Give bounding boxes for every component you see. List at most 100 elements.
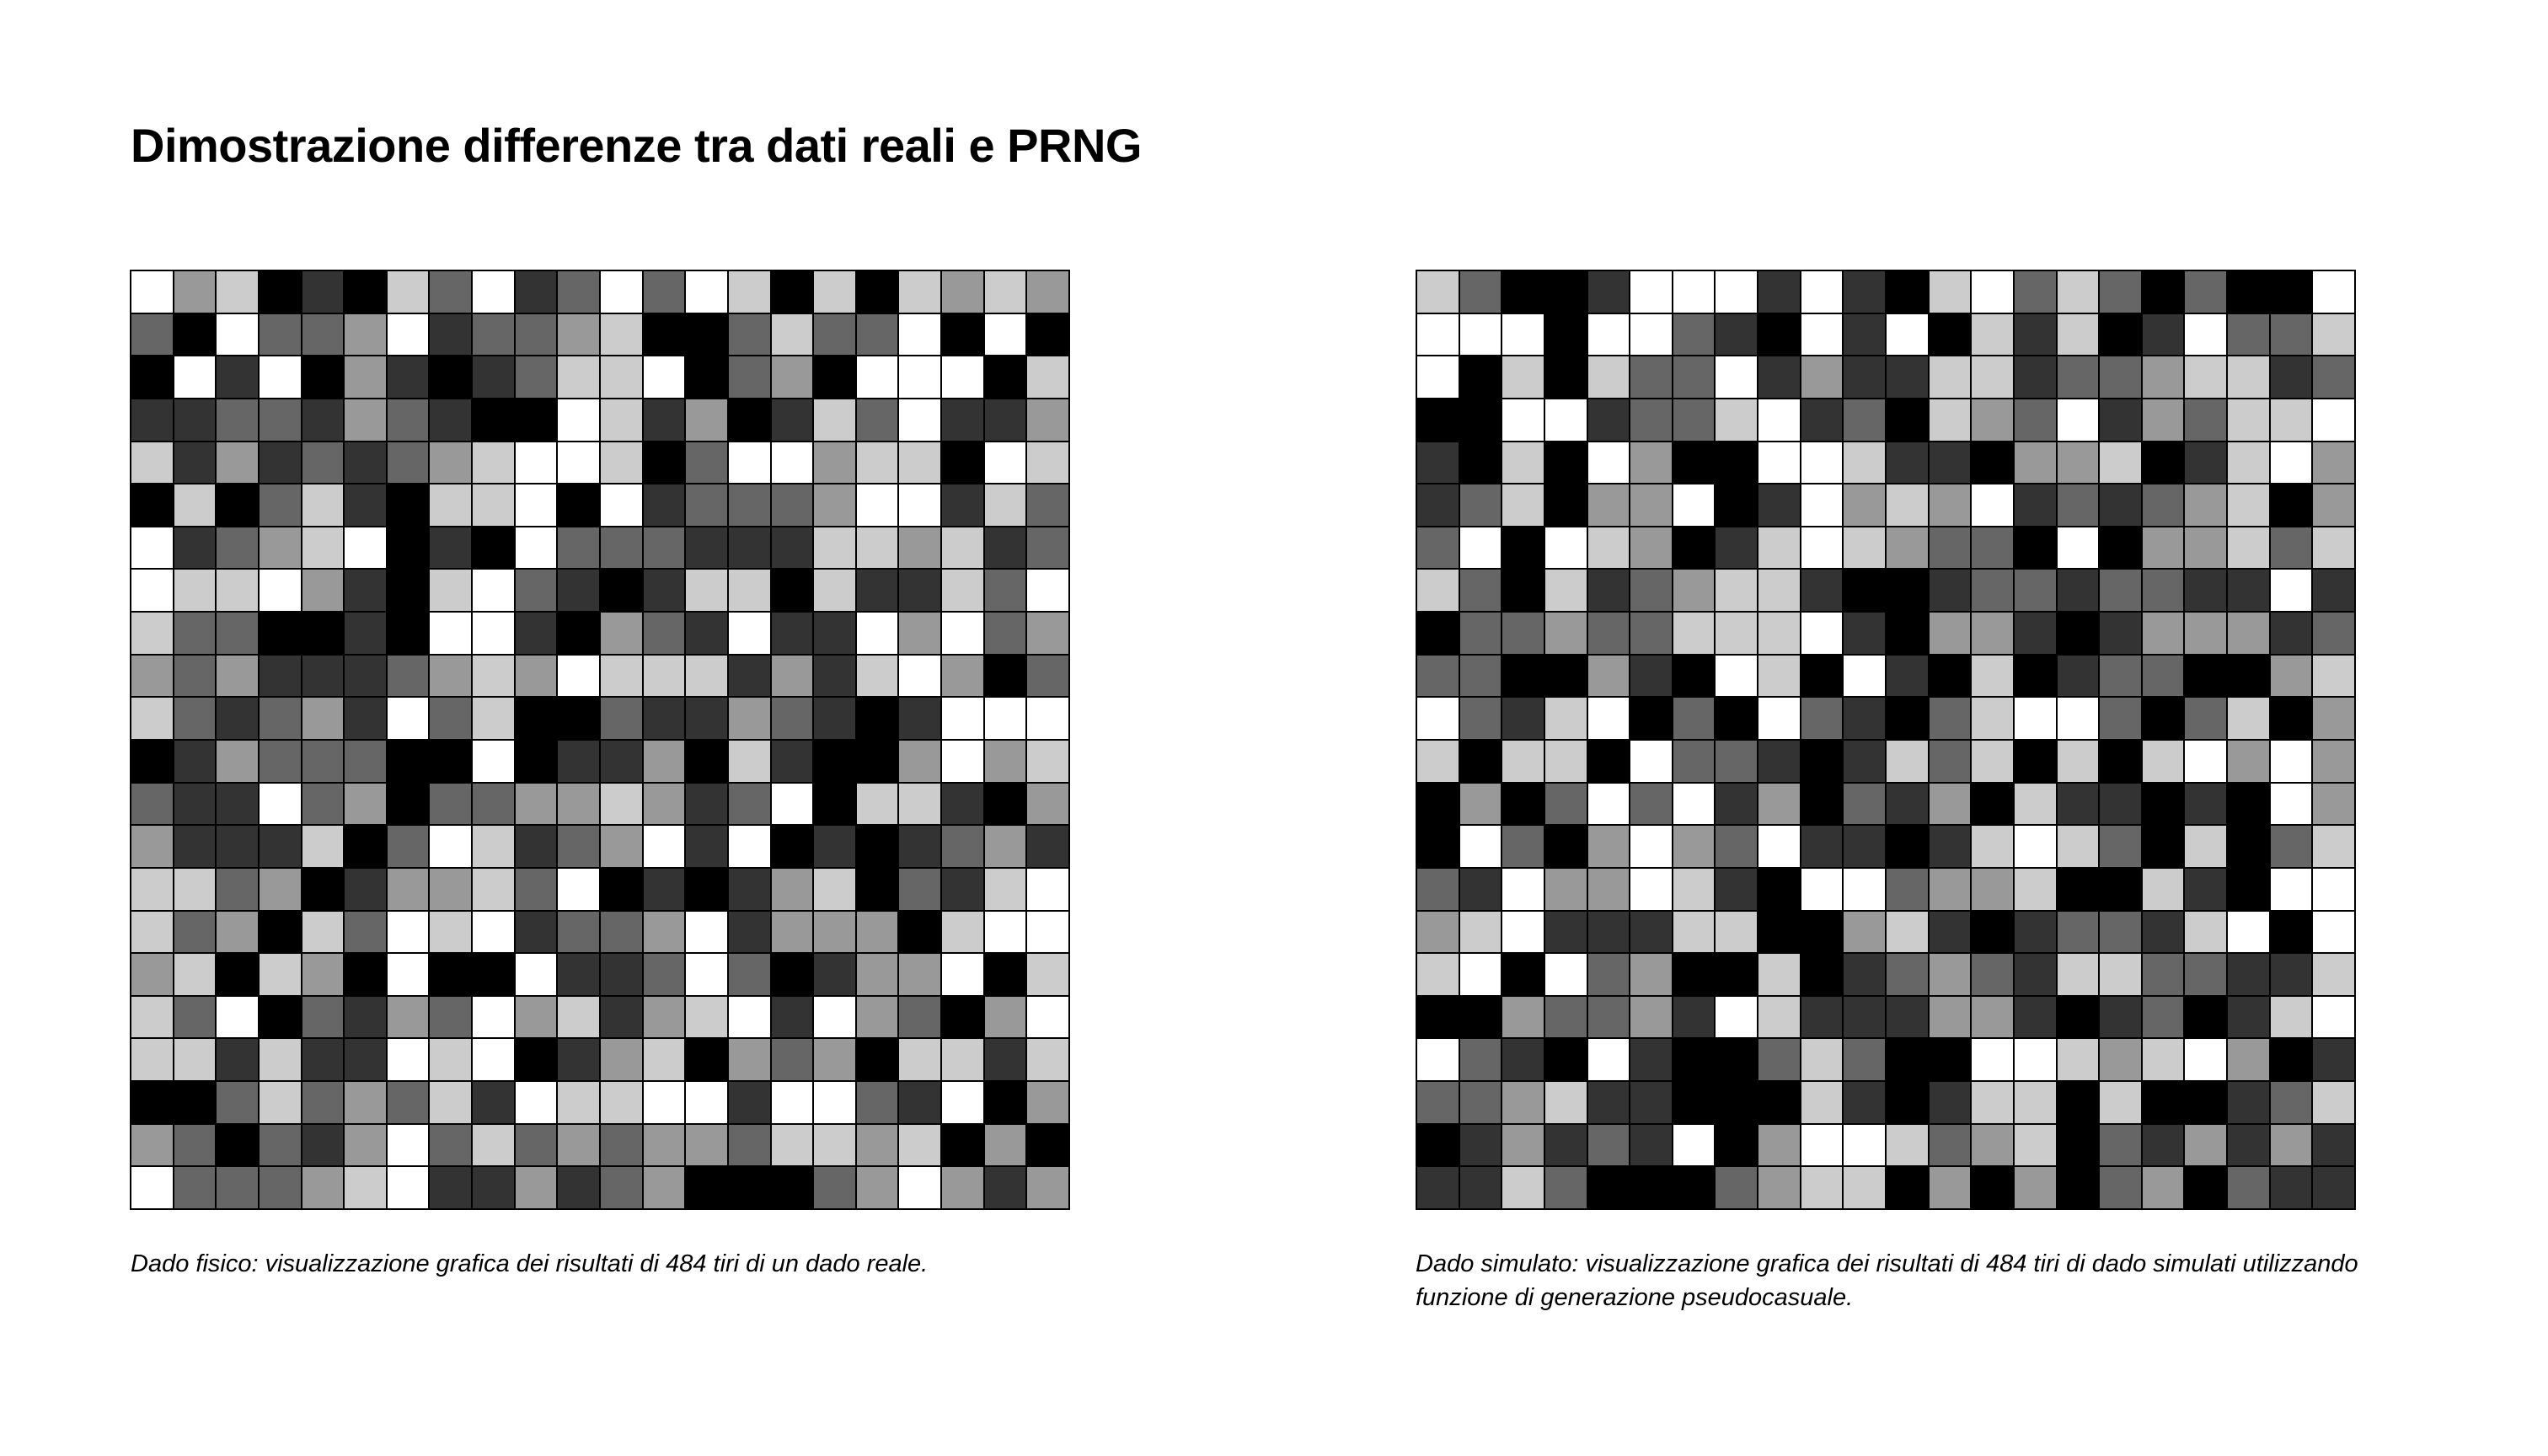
- die-cell: [856, 911, 898, 953]
- die-cell: [1887, 527, 1928, 569]
- die-cell: [558, 613, 599, 654]
- die-cell: [1630, 527, 1672, 569]
- die-cell: [1544, 570, 1587, 612]
- die-cell: [473, 399, 514, 441]
- die-cell: [2057, 1039, 2099, 1081]
- die-cell: [259, 570, 301, 612]
- die-cell: [771, 442, 813, 484]
- die-cell: [686, 613, 727, 654]
- die-cell: [899, 954, 941, 995]
- die-cell: [771, 527, 813, 569]
- die-cell: [1801, 655, 1843, 697]
- die-cell: [814, 484, 855, 526]
- die-cell: [1417, 868, 1459, 910]
- die-cell: [1673, 655, 1715, 697]
- die-cell: [1716, 783, 1758, 825]
- die-cell: [2014, 271, 2056, 313]
- die-cell: [1630, 1124, 1672, 1166]
- die-cell: [2057, 271, 2099, 313]
- die-cell: [1887, 1082, 1928, 1123]
- die-cell: [1544, 399, 1587, 441]
- die-cell: [984, 613, 1026, 654]
- die-cell: [728, 1124, 770, 1166]
- die-cell: [771, 271, 813, 313]
- die-cell: [131, 954, 173, 995]
- die-cell: [131, 698, 173, 739]
- die-cell: [1716, 484, 1758, 526]
- die-cell: [174, 954, 216, 995]
- die-cell: [1417, 399, 1459, 441]
- die-cell: [771, 911, 813, 953]
- die-cell: [259, 868, 301, 910]
- die-cell: [2100, 442, 2141, 484]
- die-cell: [2228, 484, 2269, 526]
- die-cell: [771, 996, 813, 1038]
- die-cell: [345, 996, 386, 1038]
- die-cell: [2057, 399, 2099, 441]
- die-cell: [2228, 1167, 2269, 1208]
- die-cell: [1887, 698, 1928, 739]
- die-cell: [814, 655, 855, 697]
- die-cell: [1502, 527, 1544, 569]
- die-cell: [1587, 1082, 1630, 1123]
- die-cell: [2313, 996, 2354, 1038]
- die-cell: [1027, 570, 1068, 612]
- die-cell: [1587, 484, 1630, 526]
- die-cell: [1027, 1082, 1068, 1123]
- die-cell: [984, 996, 1026, 1038]
- die-cell: [1630, 399, 1672, 441]
- die-cell: [217, 442, 258, 484]
- die-cell: [302, 399, 344, 441]
- die-cell: [643, 570, 685, 612]
- die-cell: [728, 442, 770, 484]
- die-cell: [1758, 613, 1800, 654]
- die-cell: [1844, 996, 1885, 1038]
- die-cell: [259, 783, 301, 825]
- die-cell: [643, 271, 685, 313]
- die-cell: [2057, 1082, 2099, 1123]
- die-cell: [2185, 655, 2227, 697]
- die-cell: [984, 484, 1026, 526]
- die-cell: [942, 1124, 983, 1166]
- die-cell: [643, 527, 685, 569]
- die-cell: [2014, 1167, 2056, 1208]
- die-cell: [1673, 484, 1715, 526]
- die-cell: [1417, 1082, 1459, 1123]
- die-cell: [558, 484, 599, 526]
- die-cell: [2057, 1124, 2099, 1166]
- die-cell: [2057, 783, 2099, 825]
- die-cell: [2185, 826, 2227, 867]
- die-cell: [728, 741, 770, 782]
- die-cell: [1544, 271, 1587, 313]
- die-cell: [174, 1124, 216, 1166]
- die-cell: [984, 442, 1026, 484]
- die-cell: [1887, 868, 1928, 910]
- die-cell: [2142, 442, 2184, 484]
- die-cell: [1587, 783, 1630, 825]
- die-cell: [2014, 996, 2056, 1038]
- die-cell: [2057, 868, 2099, 910]
- die-cell: [1844, 911, 1885, 953]
- die-cell: [2142, 911, 2184, 953]
- die-cell: [387, 911, 429, 953]
- die-cell: [259, 911, 301, 953]
- die-cell: [856, 868, 898, 910]
- die-cell: [686, 1167, 727, 1208]
- die-cell: [771, 954, 813, 995]
- die-cell: [2185, 996, 2227, 1038]
- die-cell: [2057, 356, 2099, 398]
- die-cell: [1929, 868, 1971, 910]
- die-cell: [899, 1167, 941, 1208]
- die-cell: [1758, 868, 1800, 910]
- die-cell: [217, 613, 258, 654]
- die-cell: [2142, 613, 2184, 654]
- die-cell: [345, 741, 386, 782]
- die-cell: [899, 271, 941, 313]
- die-cell: [217, 399, 258, 441]
- die-cell: [473, 271, 514, 313]
- die-cell: [1844, 954, 1885, 995]
- die-cell: [345, 271, 386, 313]
- die-cell: [601, 954, 642, 995]
- die-cell: [2270, 313, 2312, 356]
- die-cell: [1459, 271, 1502, 313]
